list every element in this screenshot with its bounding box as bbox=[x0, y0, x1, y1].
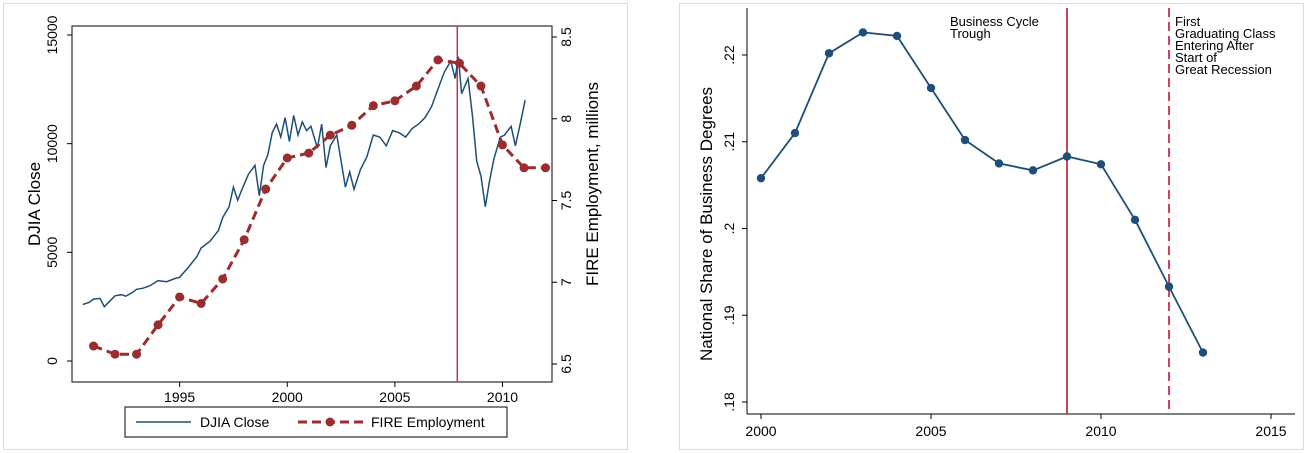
x-tick-label: 2015 bbox=[1255, 423, 1286, 439]
fire-employment-point bbox=[325, 130, 335, 140]
fire-employment-point bbox=[454, 58, 464, 68]
y-tick-label: .22 bbox=[721, 45, 737, 65]
x-tick-label: 2010 bbox=[487, 389, 518, 405]
y-tick-label: .21 bbox=[721, 132, 737, 152]
fire-employment-point bbox=[175, 292, 185, 302]
x-tick-label: 1995 bbox=[164, 389, 195, 405]
fire-employment-point bbox=[433, 55, 443, 65]
business-share-point bbox=[1130, 215, 1140, 225]
business-share-point bbox=[1198, 348, 1208, 357]
reference-line-annotation: Graduating Class bbox=[1175, 26, 1276, 41]
series-line-fire-employment bbox=[92, 58, 546, 356]
x-tick-label: 2000 bbox=[745, 423, 776, 439]
y-left-tick-label: 0 bbox=[44, 357, 60, 365]
business-share-point bbox=[960, 135, 970, 145]
series-line-business-share bbox=[760, 31, 1204, 354]
fire-employment-point bbox=[153, 320, 163, 330]
y-right-tick-label: 7 bbox=[558, 278, 574, 286]
fire-employment-point bbox=[218, 274, 228, 284]
y-left-tick-label: 15000 bbox=[44, 15, 60, 54]
legend-marker-fire-employment bbox=[325, 417, 335, 427]
business-share-point bbox=[1028, 166, 1038, 175]
fire-employment-point bbox=[196, 299, 206, 309]
business-share-point bbox=[892, 31, 902, 41]
plot-frame bbox=[71, 25, 553, 383]
business-share-point bbox=[1096, 160, 1106, 169]
business-share-point bbox=[790, 128, 800, 138]
y-right-axis-label: FIRE Employment, millions bbox=[583, 82, 602, 286]
fire-employment-point bbox=[89, 341, 99, 351]
fire-employment-point bbox=[282, 153, 292, 163]
fire-employment-point bbox=[239, 235, 249, 245]
series-line-djia-close bbox=[82, 56, 526, 308]
djia-fire-chart-panel: 0 5000 10000 15000 6.5 7 7.5 8 8.5 1995 2000 2005 20… bbox=[3, 3, 628, 450]
business-share-point bbox=[756, 173, 766, 183]
y-right-tick-label: 8 bbox=[558, 115, 574, 123]
djia-fire-chart: 0 5000 10000 15000 6.5 7 7.5 8 8.5 1995 2000 2005 20… bbox=[25, 15, 602, 438]
y-tick-label: .19 bbox=[721, 305, 737, 325]
fire-employment-point bbox=[519, 163, 529, 173]
business-share-point bbox=[824, 49, 834, 58]
fire-employment-point bbox=[541, 163, 551, 173]
reference-line-annotation: Trough bbox=[950, 26, 991, 41]
legend-label-djia-close: DJIA Close bbox=[200, 414, 269, 430]
y-tick-label: .18 bbox=[721, 392, 737, 412]
x-tick-label: 2010 bbox=[1085, 423, 1116, 439]
fire-employment-point bbox=[411, 81, 421, 91]
y-tick-label: .2 bbox=[721, 222, 737, 234]
y-right-tick-label: 7.5 bbox=[558, 191, 574, 211]
reference-line-annotation: Great Recession bbox=[1175, 62, 1272, 77]
fire-employment-point bbox=[261, 184, 271, 194]
y-right-tick-label: 6.5 bbox=[558, 354, 574, 374]
business-share-point bbox=[994, 159, 1004, 168]
fire-employment-point bbox=[132, 349, 142, 359]
x-tick-label: 2005 bbox=[915, 423, 946, 439]
x-tick-label: 2000 bbox=[272, 389, 303, 405]
y-right-tick-label: 8.5 bbox=[558, 27, 574, 47]
fire-employment-point bbox=[304, 148, 314, 158]
business-share-point bbox=[1062, 152, 1072, 161]
business-degrees-chart-panel: .18 .19 .2 .21 .22 2000 2005 2010 2015 National S… bbox=[679, 3, 1304, 450]
fire-employment-point bbox=[476, 81, 486, 91]
reference-line-annotation: Entering After bbox=[1175, 38, 1254, 53]
fire-employment-point bbox=[390, 96, 400, 106]
business-share-point bbox=[926, 83, 936, 93]
y-left-axis-label: DJIA Close bbox=[25, 162, 44, 246]
fire-employment-point bbox=[347, 120, 357, 130]
business-share-point bbox=[1164, 282, 1174, 291]
x-tick-label: 2005 bbox=[379, 389, 410, 405]
reference-line-annotation: Business Cycle bbox=[950, 14, 1039, 29]
reference-line-annotation: First bbox=[1175, 14, 1201, 29]
fire-employment-point bbox=[110, 349, 120, 359]
legend-label-fire-employment: FIRE Employment bbox=[371, 414, 485, 430]
fire-employment-point bbox=[497, 140, 507, 150]
business-share-point bbox=[858, 28, 868, 37]
business-degrees-chart: .18 .19 .2 .21 .22 2000 2005 2010 2015 National S… bbox=[697, 8, 1295, 439]
fire-employment-point bbox=[368, 101, 378, 111]
y-axis-label: National Share of Business Degrees bbox=[697, 87, 716, 361]
y-left-tick-label: 5000 bbox=[44, 237, 60, 268]
y-left-tick-label: 10000 bbox=[44, 124, 60, 163]
reference-line-annotation: Start of bbox=[1175, 50, 1217, 65]
